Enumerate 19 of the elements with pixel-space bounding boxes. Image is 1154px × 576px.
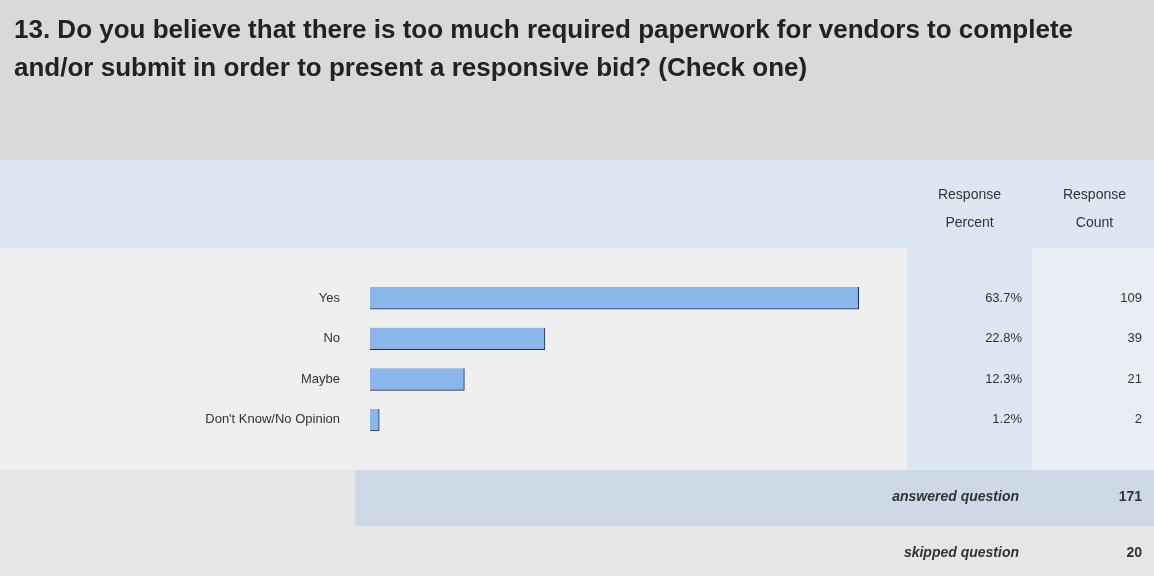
y-tick-label: No bbox=[323, 330, 340, 346]
text: answered question bbox=[892, 488, 1019, 504]
text: 2 bbox=[1134, 411, 1142, 427]
data-label: 22.8% bbox=[985, 330, 1023, 346]
data-label: 1.2% bbox=[992, 411, 1023, 427]
data-label: 12.3% bbox=[985, 370, 1023, 386]
text: 109 bbox=[1120, 289, 1142, 305]
y-tick-label: Maybe bbox=[300, 370, 340, 386]
text: 21 bbox=[1127, 370, 1142, 386]
y-tick-label: Don't Know/No Opinion bbox=[205, 411, 340, 427]
text: skipped question bbox=[903, 544, 1019, 560]
text: 20 bbox=[1126, 544, 1142, 560]
data-label: 63.7% bbox=[985, 289, 1023, 305]
text: Response Percent bbox=[936, 185, 1002, 232]
text: 39 bbox=[1127, 330, 1142, 346]
text: 171 bbox=[1118, 488, 1142, 504]
y-tick-label: Yes bbox=[318, 289, 341, 305]
text: Response Count bbox=[1061, 185, 1127, 232]
chart-title: 13. Do you believe that there is too much required paperwork for vendors to complete and/or submit in order to present a responsive bid? (Check one) bbox=[0, 0, 1154, 160]
